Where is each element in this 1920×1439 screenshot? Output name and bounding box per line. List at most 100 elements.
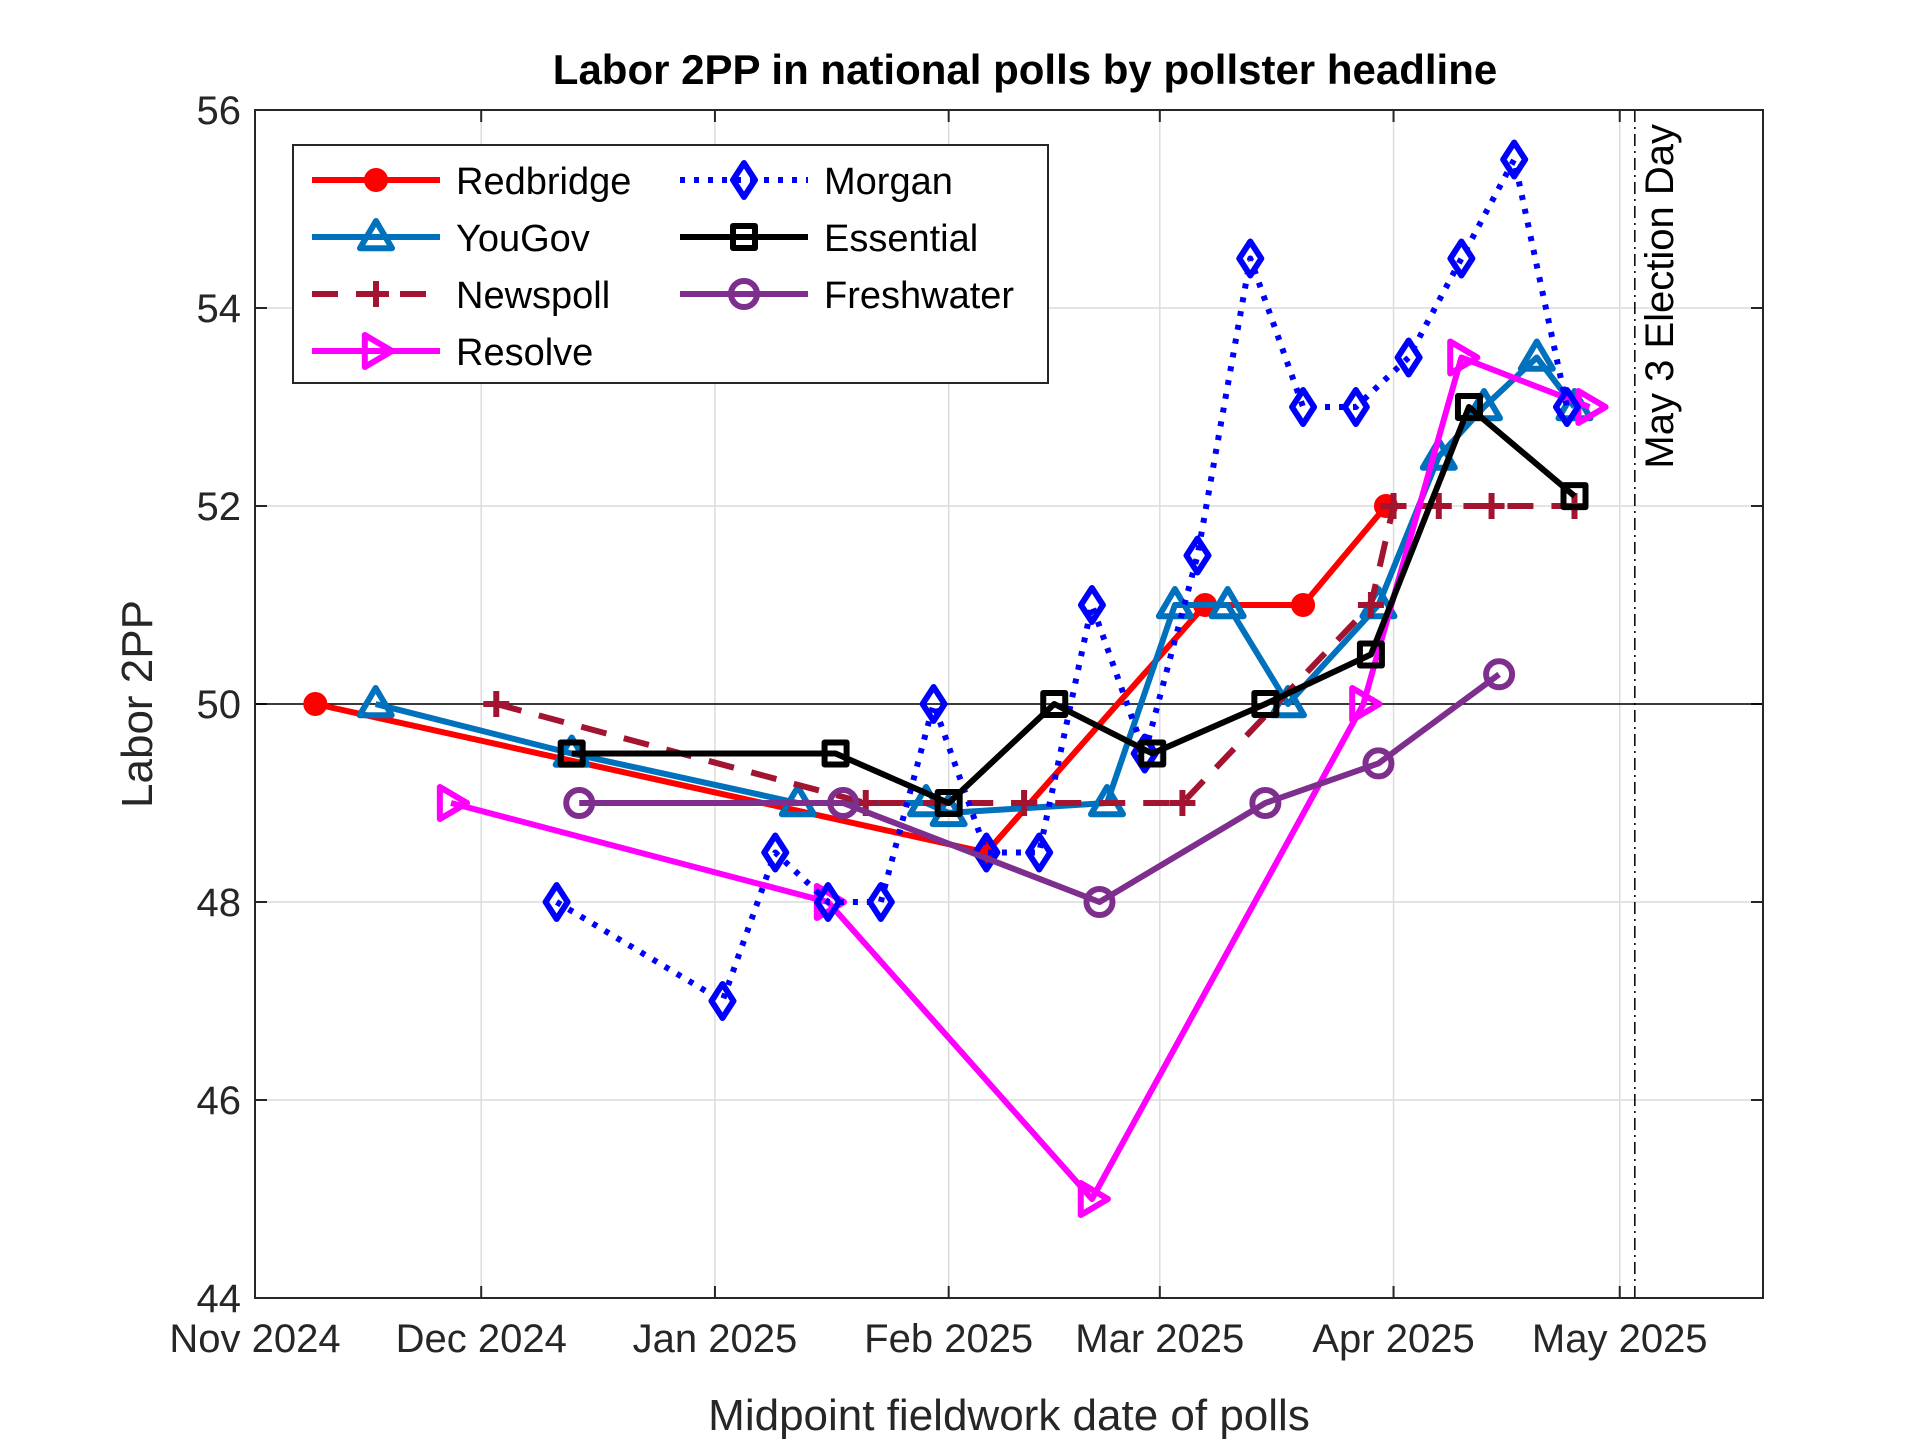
data-point-marker — [542, 882, 571, 922]
y-tick-labels: 44 46 48 50 52 54 56 — [197, 89, 242, 1321]
series-resolve — [436, 338, 1609, 1218]
data-point-marker — [761, 832, 790, 873]
data-point-marker — [1447, 238, 1476, 279]
data-point-marker — [866, 882, 895, 922]
data-point-marker — [934, 789, 963, 817]
data-point-marker — [1289, 387, 1318, 427]
data-point-marker — [1291, 593, 1316, 617]
data-point-marker — [728, 278, 760, 310]
legend-label: Redbridge — [456, 161, 631, 203]
data-point-marker — [1208, 586, 1247, 620]
data-point-marker — [1447, 338, 1481, 377]
data-point-marker — [1478, 493, 1505, 519]
data-point-marker — [919, 684, 948, 724]
data-point-marker — [361, 332, 395, 370]
data-point-marker — [483, 691, 510, 717]
data-point-marker — [1517, 338, 1556, 372]
data-point-marker — [1138, 739, 1167, 768]
legend-entry-resolve: Resolve — [312, 332, 593, 374]
data-point-marker — [1251, 690, 1280, 718]
legend-label: YouGov — [456, 218, 590, 260]
series-morgan — [542, 139, 1581, 1021]
series-line — [571, 404, 1577, 806]
data-point-marker — [364, 168, 388, 192]
data-point-marker — [563, 787, 596, 819]
data-point-marker — [730, 223, 758, 251]
legend-entry-essential: Essential — [680, 218, 978, 260]
y-tick-label: 54 — [197, 287, 242, 331]
data-point-marker — [357, 218, 395, 252]
data-point-marker — [1349, 685, 1383, 723]
legend-entry-redbridge: Redbridge — [312, 161, 631, 203]
data-point-marker — [557, 739, 586, 768]
data-point-marker — [436, 784, 471, 822]
data-point-marker — [814, 882, 843, 922]
x-tick-label: Jan 2025 — [633, 1317, 798, 1361]
x-tick-label: Dec 2024 — [396, 1317, 567, 1361]
data-point-marker — [821, 739, 850, 768]
data-point-marker — [1380, 493, 1407, 519]
data-point-marker — [1357, 592, 1384, 618]
data-point-marker — [1483, 658, 1516, 691]
data-point-marker — [1040, 690, 1069, 718]
x-axis-label: Midpoint fieldwork date of polls — [708, 1391, 1310, 1439]
legend-label: Resolve — [456, 332, 593, 374]
legend-entry-freshwater: Freshwater — [680, 275, 1014, 317]
data-point-marker — [356, 685, 395, 719]
data-point-marker — [1552, 387, 1581, 427]
plot-frame — [254, 109, 1764, 1299]
series-line — [450, 354, 1591, 1202]
legend-label: Morgan — [824, 161, 953, 203]
data-point-marker — [972, 832, 1001, 873]
data-point-marker — [1183, 535, 1212, 576]
legend-entry-yougov: YouGov — [312, 218, 590, 260]
x-tick-labels: Nov 2024 Dec 2024 Jan 2025 Feb 2025 Mar 2025… — [169, 1317, 1707, 1361]
y-tick-label: 46 — [197, 1079, 242, 1123]
series-layer — [303, 139, 1609, 1218]
data-point-marker — [303, 692, 328, 716]
data-point-marker — [1249, 787, 1282, 819]
y-tick-label: 44 — [197, 1277, 242, 1321]
data-point-marker — [1077, 1180, 1111, 1218]
data-point-marker — [1454, 393, 1483, 421]
data-point-marker — [1362, 747, 1395, 780]
data-point-marker — [1560, 482, 1589, 511]
data-point-marker — [1394, 337, 1423, 378]
x-tick-label: Feb 2025 — [864, 1317, 1033, 1361]
data-point-marker — [1419, 437, 1458, 471]
series-essential — [557, 393, 1589, 817]
legend-entry-morgan: Morgan — [680, 160, 953, 203]
legend-box — [292, 144, 1049, 384]
chart-title: Labor 2PP in national polls by pollster … — [553, 46, 1497, 93]
data-point-marker — [1500, 139, 1529, 180]
data-point-marker — [708, 981, 737, 1021]
x-tick-label: Mar 2025 — [1075, 1317, 1244, 1361]
legend-label: Newspoll — [456, 275, 610, 317]
data-point-marker — [1169, 790, 1196, 816]
legend-entry-newspoll: Newspoll — [312, 275, 610, 317]
data-point-marker — [1025, 832, 1054, 873]
y-tick-label: 52 — [197, 485, 242, 529]
legend: Redbridge YouGov Newspoll Resolve Morgan Esse… — [292, 144, 1049, 384]
data-point-marker — [1341, 387, 1370, 427]
y-tick-label: 56 — [197, 89, 242, 133]
y-tick-label: 50 — [197, 683, 242, 727]
x-tick-label: May 2025 — [1532, 1317, 1708, 1361]
data-point-marker — [1356, 640, 1385, 669]
data-point-marker — [1011, 790, 1038, 816]
data-point-marker — [730, 160, 758, 200]
series-line — [579, 671, 1501, 905]
y-axis-label: Labor 2PP — [113, 600, 162, 808]
y-tick-label: 48 — [197, 881, 242, 925]
data-point-marker — [1083, 886, 1116, 918]
legend-label: Freshwater — [824, 275, 1014, 317]
data-point-marker — [1077, 585, 1106, 625]
data-point-marker — [363, 281, 389, 307]
x-tick-label: Nov 2024 — [169, 1317, 340, 1361]
data-point-marker — [827, 787, 860, 819]
series-freshwater — [563, 658, 1516, 918]
data-point-marker — [1236, 238, 1265, 279]
legend-label: Essential — [824, 218, 978, 260]
x-tick-label: Apr 2025 — [1312, 1317, 1474, 1361]
